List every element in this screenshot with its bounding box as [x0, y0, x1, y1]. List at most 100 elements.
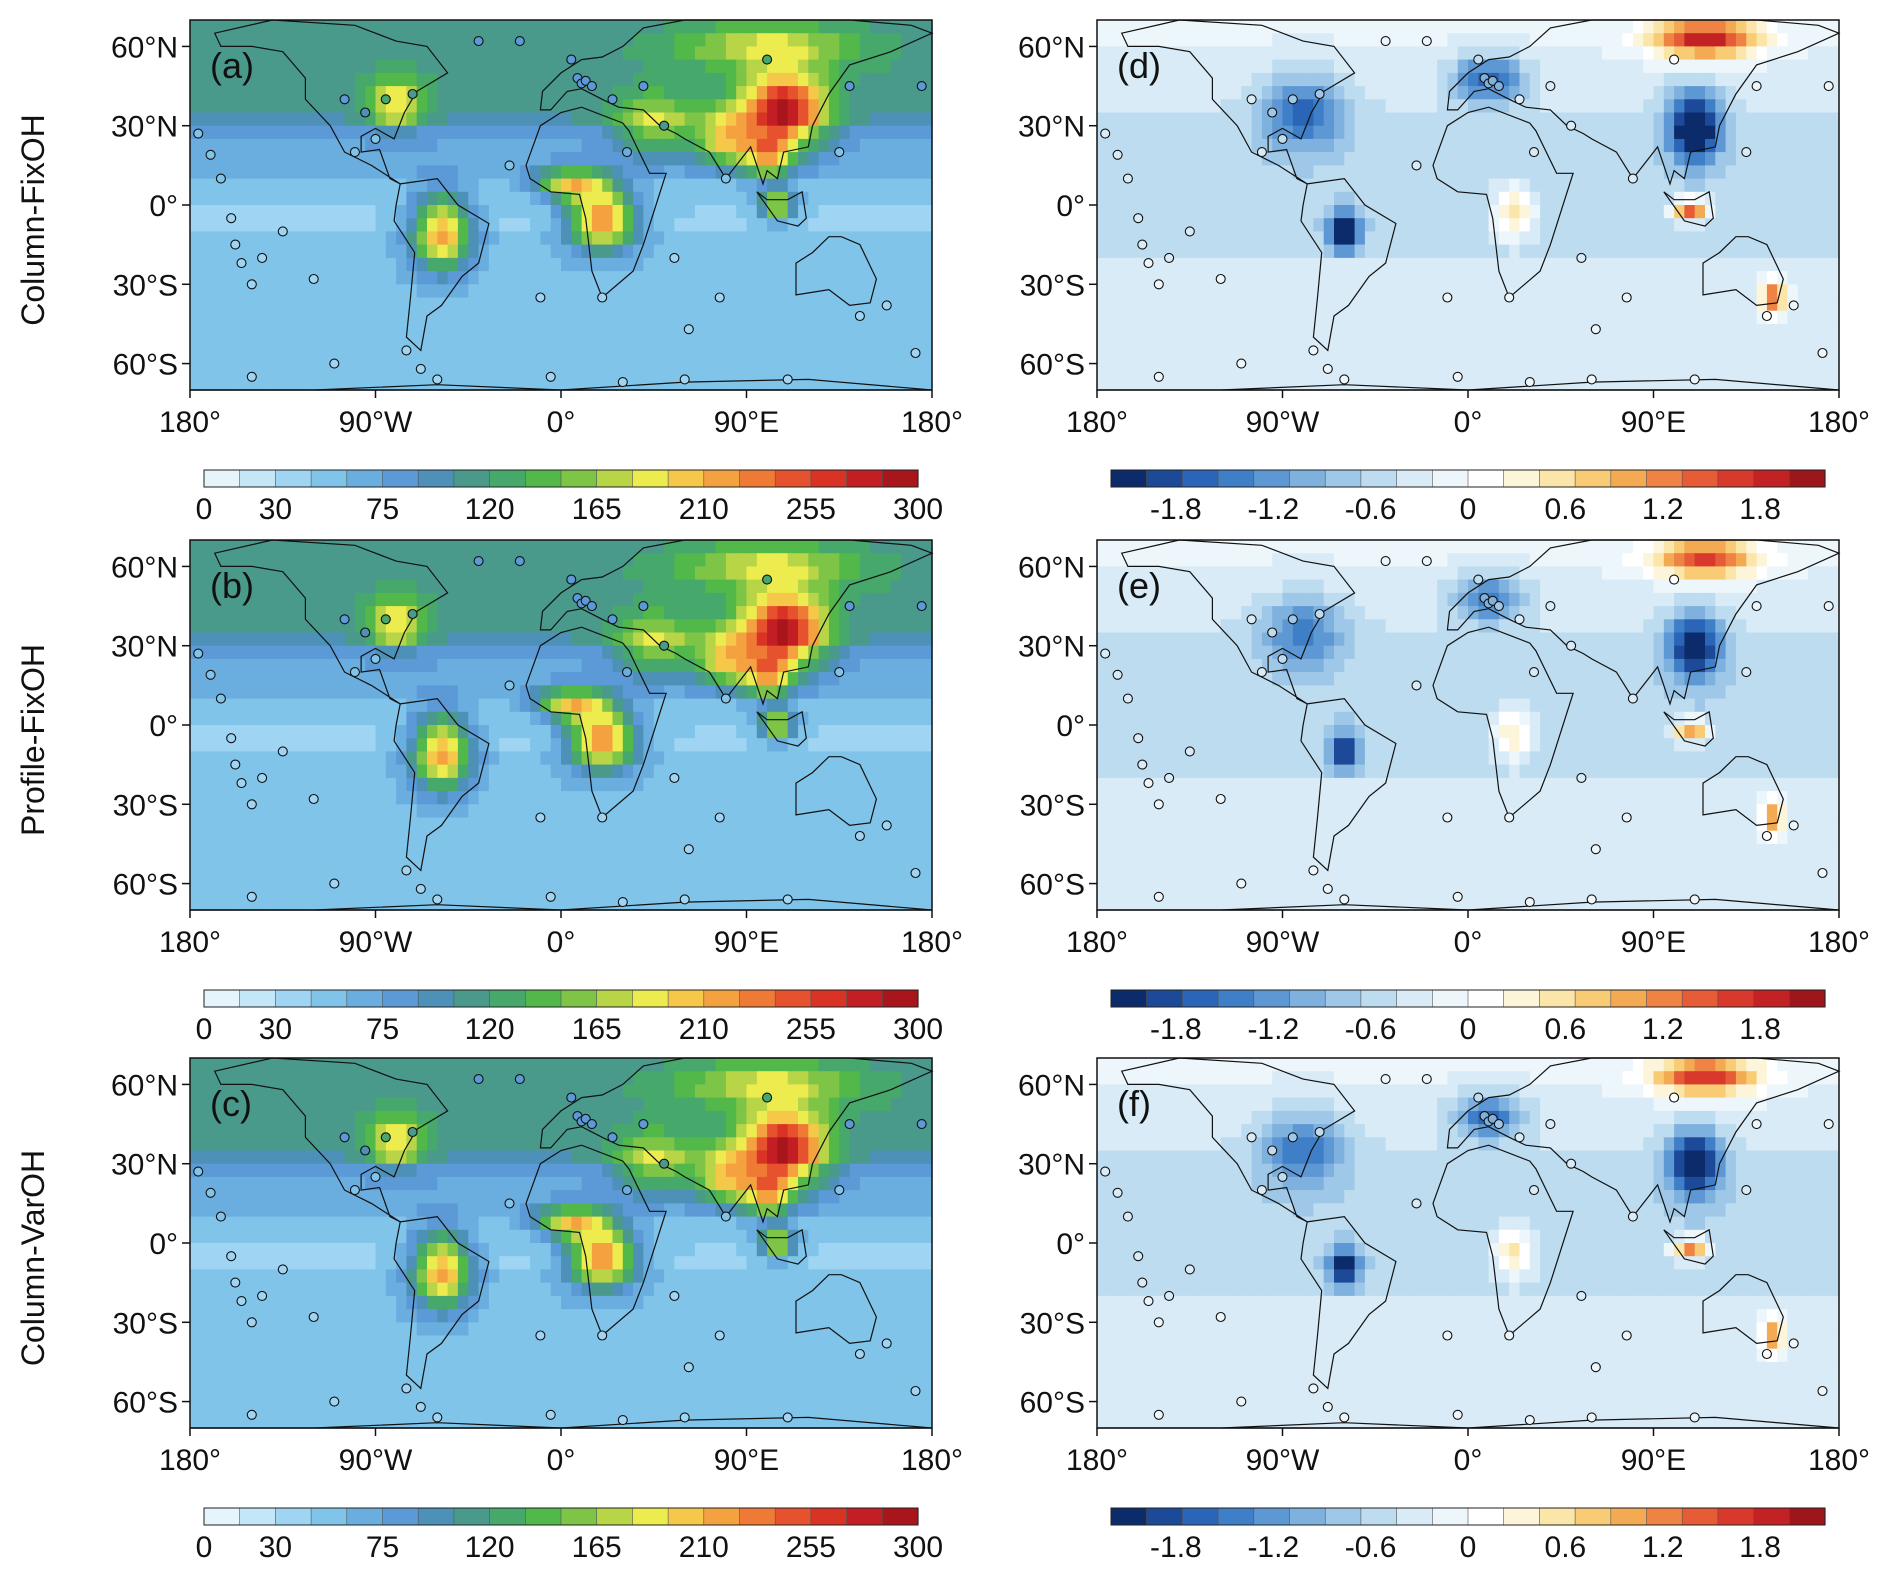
- heatmap-cell: [921, 685, 933, 700]
- heatmap-cell: [282, 698, 294, 713]
- heatmap-cell: [293, 672, 305, 686]
- heatmap-cell: [272, 1137, 284, 1152]
- heatmap-cell: [664, 1058, 676, 1072]
- heatmap-cell: [231, 284, 243, 299]
- heatmap-cell: [365, 896, 377, 911]
- heatmap-cell: [334, 165, 346, 180]
- heatmap-cell: [437, 363, 449, 378]
- heatmap-cell: [581, 672, 593, 686]
- heatmap-cell: [911, 804, 923, 819]
- heatmap-cell: [447, 883, 459, 898]
- heatmap-cell: [664, 323, 676, 338]
- heatmap-cell: [210, 244, 222, 259]
- heatmap-cell: [519, 1097, 531, 1112]
- heatmap-cell: [622, 350, 634, 365]
- heatmap-cell: [324, 566, 335, 581]
- heatmap-cell: [736, 1137, 748, 1152]
- heatmap-cell: [736, 191, 748, 206]
- heatmap-cell: [324, 1084, 335, 1099]
- heatmap-cell: [715, 658, 727, 673]
- heatmap-cell: [416, 257, 428, 272]
- heatmap-cell: [571, 645, 583, 660]
- heatmap-cell: [313, 1071, 325, 1086]
- heatmap-cell: [777, 553, 789, 568]
- heatmap-cell: [798, 738, 809, 753]
- heatmap-cell: [241, 218, 253, 233]
- heatmap-cell: [870, 1137, 882, 1152]
- heatmap-cell: [406, 751, 418, 766]
- heatmap-cell: [674, 1150, 686, 1165]
- heatmap-cell: [684, 870, 696, 885]
- heatmap-cell: [427, 1110, 438, 1125]
- heatmap-cell: [787, 310, 799, 325]
- heatmap-cell: [303, 896, 315, 911]
- heatmap-cell: [880, 72, 892, 87]
- heatmap-cell: [736, 178, 748, 193]
- heatmap-cell: [725, 1071, 737, 1086]
- heatmap-cell: [715, 297, 727, 312]
- heatmap-cell: [406, 1176, 418, 1191]
- heatmap-cell: [777, 297, 789, 312]
- heatmap-cell: [602, 112, 614, 127]
- heatmap-cell: [859, 1163, 871, 1178]
- heatmap-cell: [200, 540, 212, 554]
- heatmap-cell: [715, 244, 727, 259]
- heatmap-cell: [457, 711, 469, 726]
- heatmap-cell: [653, 857, 665, 871]
- heatmap-cell: [633, 804, 645, 819]
- heatmap-cell: [921, 764, 933, 779]
- heatmap-cell: [231, 231, 243, 246]
- heatmap-cell: [643, 870, 655, 885]
- heatmap-cell: [571, 59, 583, 74]
- heatmap-cell: [901, 1150, 913, 1165]
- heatmap-cell: [818, 257, 830, 272]
- heatmap-cell: [828, 791, 840, 805]
- heatmap-cell: [921, 540, 933, 554]
- heatmap-cell: [890, 870, 902, 885]
- heatmap-cell: [880, 1176, 892, 1191]
- heatmap-cell: [437, 830, 449, 845]
- heatmap-cell: [334, 112, 346, 127]
- heatmap-cell: [210, 20, 222, 34]
- heatmap-cell: [859, 698, 871, 713]
- heatmap-cell: [870, 218, 882, 233]
- heatmap-cell: [643, 1163, 655, 1178]
- heatmap-cell: [911, 205, 923, 219]
- heatmap-cell: [231, 191, 243, 206]
- heatmap-cell: [251, 698, 263, 713]
- lon-tick-label: 90°W: [339, 926, 413, 959]
- heatmap-cell: [457, 191, 469, 206]
- heatmap-cell: [499, 830, 511, 845]
- lat-tick-label: 60°S: [113, 869, 178, 902]
- heatmap-cell: [324, 205, 335, 219]
- heatmap-cell: [777, 257, 789, 272]
- heatmap-cell: [798, 310, 809, 325]
- heatmap-cell: [220, 619, 232, 634]
- heatmap-cell: [602, 645, 614, 660]
- heatmap-cell: [488, 658, 500, 673]
- heatmap-cell: [715, 619, 727, 634]
- heatmap-cell: [190, 896, 201, 911]
- heatmap-cell: [602, 1137, 614, 1152]
- heatmap-cell: [416, 606, 428, 620]
- heatmap-cell: [396, 883, 408, 898]
- heatmap-cell: [777, 764, 789, 779]
- heatmap-cell: [880, 632, 892, 647]
- heatmap-cell: [406, 178, 418, 193]
- heatmap-cell: [612, 791, 624, 805]
- heatmap-cell: [591, 791, 603, 805]
- heatmap-cell: [736, 751, 748, 766]
- heatmap-cell: [695, 1084, 706, 1099]
- heatmap-cell: [705, 725, 717, 739]
- heatmap-cell: [901, 218, 913, 233]
- heatmap-cell: [488, 540, 500, 554]
- heatmap-cell: [808, 376, 820, 391]
- site-marker: [683, 324, 694, 335]
- heatmap-cell: [911, 284, 923, 299]
- heatmap-cell: [354, 33, 366, 48]
- heatmap-cell: [303, 165, 315, 180]
- heatmap-cell: [282, 645, 294, 660]
- heatmap-cell: [736, 99, 748, 114]
- heatmap-cell: [437, 1110, 449, 1125]
- heatmap-cell: [375, 619, 387, 634]
